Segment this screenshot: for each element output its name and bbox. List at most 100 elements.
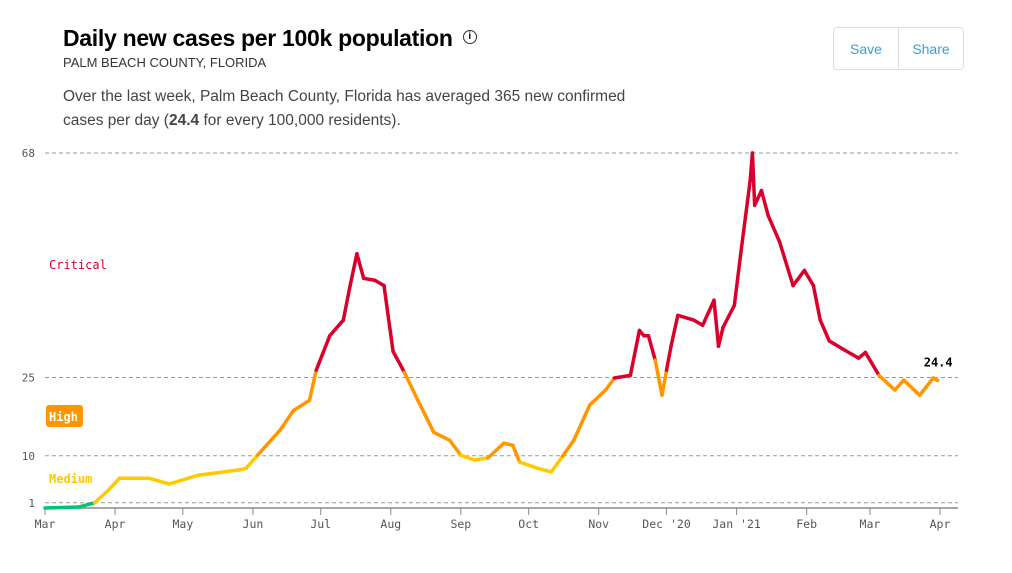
subtitle: PALM BEACH COUNTY, FLORIDA: [63, 55, 267, 70]
series-segment: [739, 178, 752, 253]
series-segment: [791, 268, 807, 288]
series-segment: [472, 456, 490, 462]
y-tick-label: 25: [22, 371, 35, 384]
x-tick-label: Oct: [518, 517, 539, 531]
series-segment: [43, 505, 81, 510]
x-tick-label: Aug: [380, 517, 401, 531]
series-segment: [106, 476, 122, 492]
series-segment: [535, 466, 554, 474]
series-segment: [572, 403, 592, 442]
series-segment: [716, 325, 725, 348]
series-segment: [811, 283, 822, 322]
series-segment: [931, 376, 940, 383]
x-tick-label: Apr: [930, 517, 951, 531]
x-tick-label: Apr: [105, 517, 126, 531]
zone-label-medium: Medium: [49, 472, 92, 486]
series-segment: [777, 240, 795, 288]
last-value-label: 24.4: [924, 356, 953, 370]
x-tick-label: Feb: [796, 517, 817, 531]
series-segment: [827, 339, 847, 353]
series-segment: [863, 350, 881, 378]
series-segment: [328, 318, 346, 338]
series-segment: [355, 252, 366, 281]
series-segment: [167, 473, 201, 486]
series-segment: [653, 358, 664, 397]
series-segment: [676, 313, 696, 322]
series-segment: [732, 248, 743, 308]
series-segment: [628, 328, 642, 378]
series-segment: [77, 501, 97, 509]
x-tick-label: Mar: [35, 517, 56, 531]
series-segment: [721, 303, 737, 330]
series-segment: [750, 151, 757, 207]
series-segment: [712, 298, 721, 348]
zone-badge-high: [46, 405, 83, 427]
series-segment: [893, 378, 906, 392]
description: Over the last week, Palm Beach County, F…: [63, 85, 653, 133]
series-segment: [314, 333, 332, 372]
series-segment: [843, 348, 861, 360]
info-icon[interactable]: i: [462, 29, 477, 44]
series-segment: [612, 373, 633, 380]
series-segment: [700, 298, 716, 328]
series-segment: [517, 460, 540, 471]
series-segment: [560, 438, 576, 459]
series-segment: [902, 378, 922, 397]
x-tick-label: Sep: [450, 517, 471, 531]
series-segment: [646, 333, 657, 363]
series-segment: [759, 188, 770, 218]
series-segment: [341, 283, 352, 322]
series-segment: [549, 454, 565, 474]
series-segment: [196, 468, 242, 477]
series-segment: [348, 252, 359, 288]
zone-label-high: High: [49, 410, 78, 424]
desc-post: for every 100,000 residents).: [199, 112, 401, 129]
page-title: Daily new cases per 100k population i: [63, 25, 477, 52]
x-tick-label: Nov: [588, 517, 609, 531]
y-tick-label: 68: [22, 147, 35, 160]
series-segment: [92, 488, 111, 505]
series-segment: [278, 408, 296, 432]
y-tick-label: 10: [22, 450, 35, 463]
series-segment: [664, 344, 673, 372]
series-segment: [402, 370, 420, 403]
series-segment: [486, 441, 506, 460]
series-segment: [255, 428, 282, 458]
desc-pre: Over the last week, Palm Beach County, F…: [63, 88, 626, 129]
x-tick-label: May: [172, 517, 193, 531]
series-segment: [244, 453, 260, 471]
series-segment: [361, 276, 377, 283]
series-segment: [818, 318, 832, 343]
save-button[interactable]: Save: [850, 40, 882, 57]
series-segment: [660, 368, 669, 397]
series-segment: [447, 438, 463, 458]
series-segment: [917, 376, 935, 397]
desc-bold: 24.4: [168, 112, 200, 129]
series-segment: [802, 268, 816, 288]
x-tick-label: Jul: [310, 517, 331, 531]
x-tick-label: Jan '21: [712, 517, 761, 531]
series-segment: [291, 398, 312, 413]
series-segment: [603, 376, 617, 392]
series-segment: [147, 476, 172, 486]
series-segment: [766, 213, 782, 244]
series-segment: [877, 373, 897, 392]
series-segment: [382, 283, 395, 354]
title-text: Daily new cases per 100k population: [63, 25, 453, 51]
x-tick-label: Mar: [860, 517, 881, 531]
y-tick-label: 1: [28, 497, 35, 510]
series-segment: [307, 368, 318, 403]
series-segment: [669, 313, 680, 348]
series-segment: [416, 398, 436, 435]
x-tick-label: Dec '20: [642, 517, 691, 531]
series-segment: [587, 388, 608, 407]
action-buttons: Save Share: [833, 27, 964, 70]
share-button[interactable]: Share: [898, 28, 963, 69]
x-tick-label: Jun: [243, 517, 264, 531]
series-segment: [431, 430, 452, 442]
zone-label-critical: Critical: [49, 258, 107, 272]
series-segment: [391, 349, 407, 375]
series-segment: [511, 443, 522, 464]
series-segment: [459, 453, 477, 462]
